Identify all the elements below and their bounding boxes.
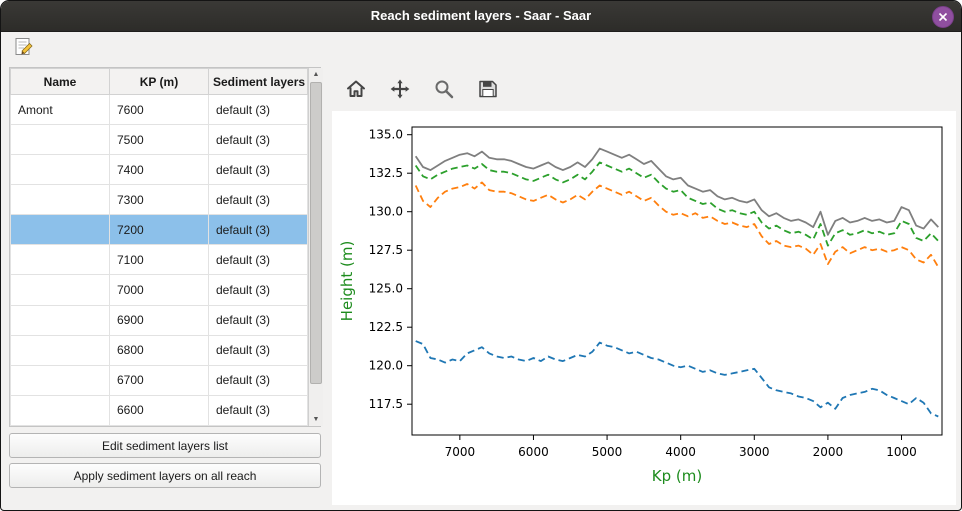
cell-name[interactable] — [10, 394, 110, 427]
cell-sediment-layers[interactable]: default (3) — [208, 364, 308, 396]
column-header-sediment-layers[interactable]: Sediment layers — [208, 68, 308, 95]
save-floppy-icon — [479, 80, 497, 98]
pan-arrows-icon — [390, 79, 410, 99]
svg-text:Kp (m): Kp (m) — [652, 467, 702, 485]
scroll-up-arrow-icon[interactable]: ▲ — [312, 71, 320, 78]
cell-kp[interactable]: 7100 — [109, 244, 209, 276]
svg-text:127.5: 127.5 — [369, 243, 403, 257]
app-toolbar — [1, 32, 961, 62]
svg-text:2000: 2000 — [813, 445, 844, 459]
cell-name[interactable] — [10, 274, 110, 306]
table-row[interactable]: 6700 default (3) — [10, 364, 308, 396]
cell-sediment-layers[interactable]: default (3) — [208, 244, 308, 276]
svg-text:3000: 3000 — [739, 445, 770, 459]
cell-sediment-layers[interactable]: default (3) — [208, 184, 308, 216]
cell-name[interactable]: Amont — [10, 93, 110, 126]
cell-kp[interactable]: 7000 — [109, 274, 209, 306]
table-row[interactable]: 7200 default (3) — [10, 214, 308, 246]
cell-kp[interactable]: 7400 — [109, 154, 209, 186]
cell-sediment-layers[interactable]: default (3) — [208, 93, 308, 126]
svg-text:5000: 5000 — [592, 445, 623, 459]
table-scrollbar[interactable]: ▲ ▼ — [308, 68, 323, 426]
home-view-button[interactable] — [341, 74, 371, 104]
svg-text:117.5: 117.5 — [369, 397, 403, 411]
table-row[interactable]: Amont 7600 default (3) — [10, 93, 308, 126]
column-header-name[interactable]: Name — [10, 68, 110, 95]
cell-kp[interactable]: 7300 — [109, 184, 209, 216]
cell-kp[interactable]: 7500 — [109, 124, 209, 156]
window-title: Reach sediment layers - Saar - Saar — [370, 8, 592, 23]
cell-name[interactable] — [10, 124, 110, 156]
close-button[interactable] — [932, 6, 954, 28]
edit-sediment-layers-list-button[interactable]: Edit sediment layers list — [9, 433, 321, 458]
table-row[interactable]: 6600 default (3) — [10, 394, 308, 427]
edit-sediment-layers-tool-button[interactable] — [11, 34, 37, 60]
cell-kp[interactable]: 6700 — [109, 364, 209, 396]
pan-button[interactable] — [385, 74, 415, 104]
svg-text:4000: 4000 — [665, 445, 696, 459]
cell-name[interactable] — [10, 244, 110, 276]
table-row[interactable]: 6900 default (3) — [10, 304, 308, 336]
zoom-button[interactable] — [429, 74, 459, 104]
svg-text:122.5: 122.5 — [369, 320, 403, 334]
cell-sediment-layers[interactable]: default (3) — [208, 274, 308, 306]
cell-kp[interactable]: 6900 — [109, 304, 209, 336]
cell-sediment-layers[interactable]: default (3) — [208, 154, 308, 186]
svg-text:1000: 1000 — [886, 445, 917, 459]
svg-text:Height (m): Height (m) — [338, 241, 356, 322]
plot-toolbar — [341, 74, 503, 104]
table-row[interactable]: 7400 default (3) — [10, 154, 308, 186]
table-row[interactable]: 7000 default (3) — [10, 274, 308, 306]
cell-name[interactable] — [10, 334, 110, 366]
cell-name[interactable] — [10, 304, 110, 336]
cell-name[interactable] — [10, 364, 110, 396]
svg-text:132.5: 132.5 — [369, 166, 403, 180]
cell-sediment-layers[interactable]: default (3) — [208, 334, 308, 366]
svg-text:125.0: 125.0 — [369, 282, 403, 296]
cell-sediment-layers[interactable]: default (3) — [208, 394, 308, 427]
height-profile-chart: 7000 6000 5000 4000 3000 2000 1000 117.5 120.0 12… — [338, 126, 943, 485]
cell-kp[interactable]: 7600 — [109, 93, 209, 126]
table-row[interactable]: 7500 default (3) — [10, 124, 308, 156]
svg-text:130.0: 130.0 — [369, 205, 403, 219]
table-header-row: Name KP (m) Sediment layers — [10, 68, 308, 95]
cell-sediment-layers[interactable]: default (3) — [208, 124, 308, 156]
apply-sediment-layers-button[interactable]: Apply sediment layers on all reach — [9, 463, 321, 488]
scroll-down-arrow-icon[interactable]: ▼ — [312, 416, 320, 423]
svg-text:6000: 6000 — [518, 445, 549, 459]
table-row[interactable]: 7300 default (3) — [10, 184, 308, 216]
cell-sediment-layers[interactable]: default (3) — [208, 304, 308, 336]
titlebar: Reach sediment layers - Saar - Saar — [1, 1, 961, 32]
svg-text:135.0: 135.0 — [369, 128, 403, 142]
cell-name[interactable] — [10, 184, 110, 216]
save-figure-button[interactable] — [473, 74, 503, 104]
cell-name[interactable] — [10, 214, 110, 246]
cell-name[interactable] — [10, 154, 110, 186]
table-row[interactable]: 6800 default (3) — [10, 334, 308, 366]
sediment-layers-table: Name KP (m) Sediment layers Amont 7600 def… — [9, 67, 323, 427]
magnifier-icon — [435, 80, 454, 99]
home-icon — [347, 80, 365, 97]
cell-kp[interactable]: 6600 — [109, 394, 209, 427]
cell-sediment-layers[interactable]: default (3) — [208, 214, 308, 246]
cell-kp[interactable]: 6800 — [109, 334, 209, 366]
close-icon — [938, 12, 948, 22]
cell-kp[interactable]: 7200 — [109, 214, 209, 246]
table-row[interactable]: 7100 default (3) — [10, 244, 308, 276]
column-header-kp[interactable]: KP (m) — [109, 68, 209, 95]
svg-text:120.0: 120.0 — [369, 359, 403, 373]
svg-text:7000: 7000 — [445, 445, 476, 459]
chart-canvas[interactable]: 7000 6000 5000 4000 3000 2000 1000 117.5 120.0 12… — [332, 111, 956, 505]
scrollbar-thumb[interactable] — [310, 82, 322, 384]
edit-notes-icon — [15, 38, 33, 55]
